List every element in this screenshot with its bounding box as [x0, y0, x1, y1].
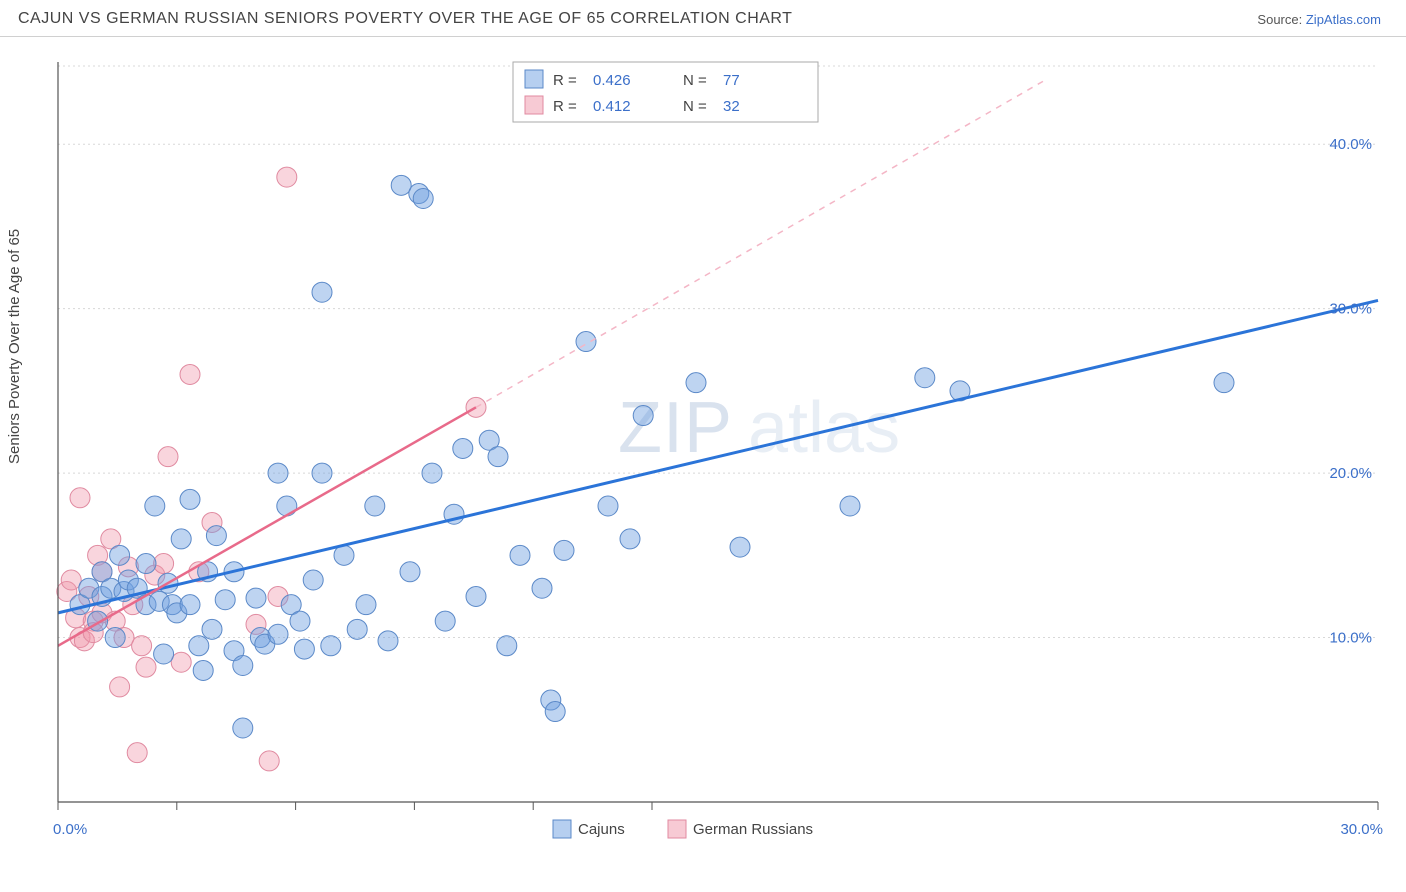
- data-point-cajun: [466, 586, 486, 606]
- data-point-cajun: [189, 636, 209, 656]
- svg-text:R =: R =: [553, 98, 577, 115]
- data-point-german-russian: [127, 743, 147, 763]
- data-point-german-russian: [132, 636, 152, 656]
- data-point-cajun: [294, 639, 314, 659]
- data-point-german-russian: [110, 677, 130, 697]
- data-point-cajun: [171, 529, 191, 549]
- data-point-cajun: [545, 702, 565, 722]
- data-point-cajun: [290, 611, 310, 631]
- data-point-cajun: [378, 631, 398, 651]
- data-point-cajun: [277, 496, 297, 516]
- data-point-cajun: [233, 656, 253, 676]
- data-point-cajun: [840, 496, 860, 516]
- source-attribution: Source: ZipAtlas.com: [1257, 12, 1381, 27]
- legend-swatch-cajun: [525, 70, 543, 88]
- svg-text:30.0%: 30.0%: [1329, 301, 1372, 318]
- svg-text:77: 77: [723, 72, 740, 89]
- trend-line-cajun: [58, 300, 1378, 612]
- data-point-cajun: [400, 562, 420, 582]
- svg-text:0.412: 0.412: [593, 98, 631, 115]
- data-point-german-russian: [136, 657, 156, 677]
- svg-text:10.0%: 10.0%: [1329, 630, 1372, 647]
- legend-swatch-german-russian: [668, 820, 686, 838]
- svg-text:30.0%: 30.0%: [1340, 821, 1383, 838]
- svg-text:0.0%: 0.0%: [53, 821, 87, 838]
- data-point-cajun: [303, 570, 323, 590]
- data-point-german-russian: [180, 364, 200, 384]
- data-point-cajun: [321, 636, 341, 656]
- data-point-german-russian: [154, 554, 174, 574]
- data-point-cajun: [268, 463, 288, 483]
- data-point-cajun: [233, 718, 253, 738]
- data-point-cajun: [180, 489, 200, 509]
- data-point-cajun: [206, 526, 226, 546]
- scatter-plot: ZIP atlas 0.0%30.0%10.0%20.0%30.0%40.0% …: [48, 52, 1388, 852]
- svg-text:0.426: 0.426: [593, 72, 631, 89]
- data-point-cajun: [347, 619, 367, 639]
- data-point-cajun: [422, 463, 442, 483]
- data-point-cajun: [136, 554, 156, 574]
- legend-swatch-cajun: [553, 820, 571, 838]
- svg-text:20.0%: 20.0%: [1329, 465, 1372, 482]
- svg-text:R =: R =: [553, 72, 577, 89]
- data-point-cajun: [576, 332, 596, 352]
- data-point-cajun: [193, 660, 213, 680]
- source-link[interactable]: ZipAtlas.com: [1306, 12, 1381, 27]
- data-point-german-russian: [259, 751, 279, 771]
- data-point-cajun: [105, 628, 125, 648]
- data-point-cajun: [435, 611, 455, 631]
- data-point-german-russian: [158, 447, 178, 467]
- data-point-cajun: [215, 590, 235, 610]
- data-point-cajun: [413, 188, 433, 208]
- watermark: atlas: [748, 388, 900, 468]
- data-point-cajun: [312, 282, 332, 302]
- data-point-cajun: [532, 578, 552, 598]
- data-point-cajun: [915, 368, 935, 388]
- data-point-german-russian: [61, 570, 81, 590]
- data-point-cajun: [620, 529, 640, 549]
- legend-label-cajun: Cajuns: [578, 821, 625, 838]
- data-point-cajun: [365, 496, 385, 516]
- legend-swatch-german-russian: [525, 96, 543, 114]
- data-point-cajun: [730, 537, 750, 557]
- data-point-cajun: [1214, 373, 1234, 393]
- source-label: Source:: [1257, 12, 1302, 27]
- data-point-cajun: [554, 540, 574, 560]
- legend-label-german-russian: German Russians: [693, 821, 813, 838]
- trend-line-german-russian: [58, 407, 476, 645]
- svg-text:32: 32: [723, 98, 740, 115]
- data-point-cajun: [497, 636, 517, 656]
- data-point-cajun: [145, 496, 165, 516]
- data-point-cajun: [180, 595, 200, 615]
- svg-text:N =: N =: [683, 98, 707, 115]
- trend-line-german-russian-extrapolated: [476, 78, 1048, 407]
- data-point-cajun: [356, 595, 376, 615]
- data-point-cajun: [488, 447, 508, 467]
- data-point-cajun: [202, 619, 222, 639]
- data-point-cajun: [312, 463, 332, 483]
- data-point-cajun: [453, 438, 473, 458]
- data-point-cajun: [246, 588, 266, 608]
- data-point-cajun: [154, 644, 174, 664]
- chart-container: Seniors Poverty Over the Age of 65 ZIP a…: [0, 44, 1406, 892]
- svg-text:40.0%: 40.0%: [1329, 136, 1372, 153]
- data-point-cajun: [268, 624, 288, 644]
- data-point-cajun: [633, 406, 653, 426]
- data-point-cajun: [110, 545, 130, 565]
- y-axis-label: Seniors Poverty Over the Age of 65: [6, 229, 23, 464]
- svg-text:N =: N =: [683, 72, 707, 89]
- data-point-german-russian: [171, 652, 191, 672]
- data-point-cajun: [598, 496, 618, 516]
- chart-title: CAJUN VS GERMAN RUSSIAN SENIORS POVERTY …: [18, 10, 792, 28]
- data-point-cajun: [510, 545, 530, 565]
- data-point-cajun: [686, 373, 706, 393]
- data-point-german-russian: [70, 488, 90, 508]
- data-point-cajun: [391, 175, 411, 195]
- data-point-german-russian: [277, 167, 297, 187]
